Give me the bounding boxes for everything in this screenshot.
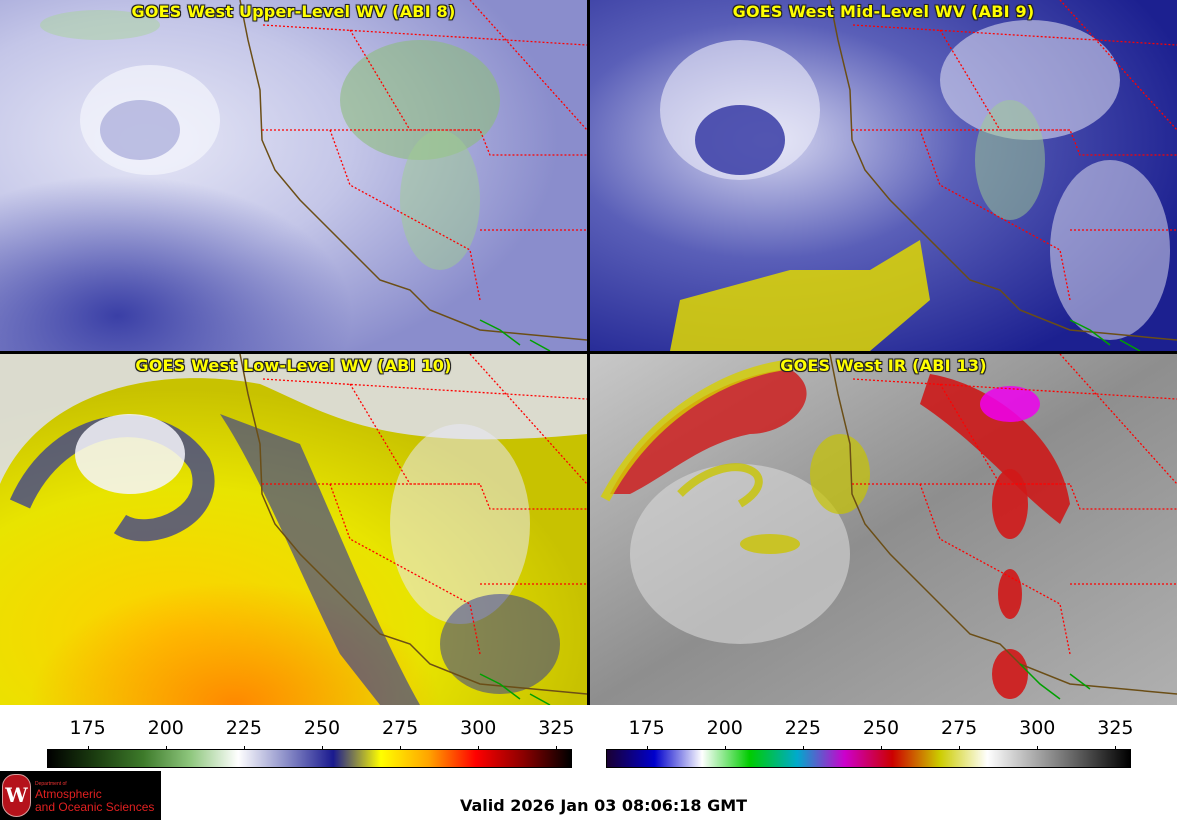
low-level-wv-image — [0, 354, 587, 705]
valid-time: Valid 2026 Jan 03 08:06:18 GMT — [459, 796, 748, 815]
uw-crest-icon: W — [2, 774, 31, 817]
colorbar-tick-label: 325 — [538, 717, 575, 739]
colorbar-wv-ticks: 175 200 225 250 275 300 325 — [47, 712, 575, 752]
logo-line2: and Oceanic Sciences — [35, 800, 155, 814]
colorbar-tick-label: 300 — [1019, 717, 1056, 739]
colorbar-tick-label: 175 — [628, 717, 665, 739]
aos-logo[interactable]: W Department of Atmospheric and Oceanic … — [0, 771, 161, 820]
panel-title: GOES West Mid-Level WV (ABI 9) — [732, 2, 1035, 21]
panel-title: GOES West IR (ABI 13) — [780, 356, 987, 375]
colorbar-tick-label: 275 — [940, 717, 978, 739]
panel-title: GOES West Upper-Level WV (ABI 8) — [131, 2, 456, 21]
colorbar-ir-ticks: 175 200 225 250 275 300 325 — [606, 712, 1134, 752]
colorbar-tick-label: 250 — [303, 717, 341, 739]
logo-dept-text: Department of — [35, 781, 67, 787]
panel-low-level-wv: GOES West Low-Level WV (ABI 10) — [0, 354, 587, 705]
upper-level-wv-image — [0, 0, 587, 351]
colorbar-wv-gradient — [47, 749, 572, 768]
ir-image — [590, 354, 1177, 705]
mid-level-wv-image — [590, 0, 1177, 351]
logo-line1: Atmospheric — [35, 787, 102, 801]
colorbar-tick-label: 200 — [706, 717, 743, 739]
panel-divider-horizontal — [0, 351, 1177, 354]
colorbar-tick-label: 225 — [784, 717, 822, 739]
colorbar-tick-label: 225 — [225, 717, 263, 739]
panel-upper-level-wv: GOES West Upper-Level WV (ABI 8) — [0, 0, 587, 351]
panel-ir: GOES West IR (ABI 13) — [590, 354, 1177, 705]
colorbar-tick-label: 250 — [862, 717, 900, 739]
colorbar-tick-label: 175 — [69, 717, 106, 739]
panel-mid-level-wv: GOES West Mid-Level WV (ABI 9) — [590, 0, 1177, 351]
colorbar-wv: 175 200 225 250 275 300 325 — [47, 712, 575, 772]
colorbar-tick-label: 275 — [381, 717, 419, 739]
colorbar-tick-label: 200 — [147, 717, 184, 739]
colorbar-tick-label: 300 — [460, 717, 497, 739]
colorbar-ir-gradient — [606, 749, 1131, 768]
panel-title: GOES West Low-Level WV (ABI 10) — [135, 356, 452, 375]
colorbar-ir: 175 200 225 250 275 300 325 — [606, 712, 1134, 772]
colorbar-tick-label: 325 — [1097, 717, 1134, 739]
